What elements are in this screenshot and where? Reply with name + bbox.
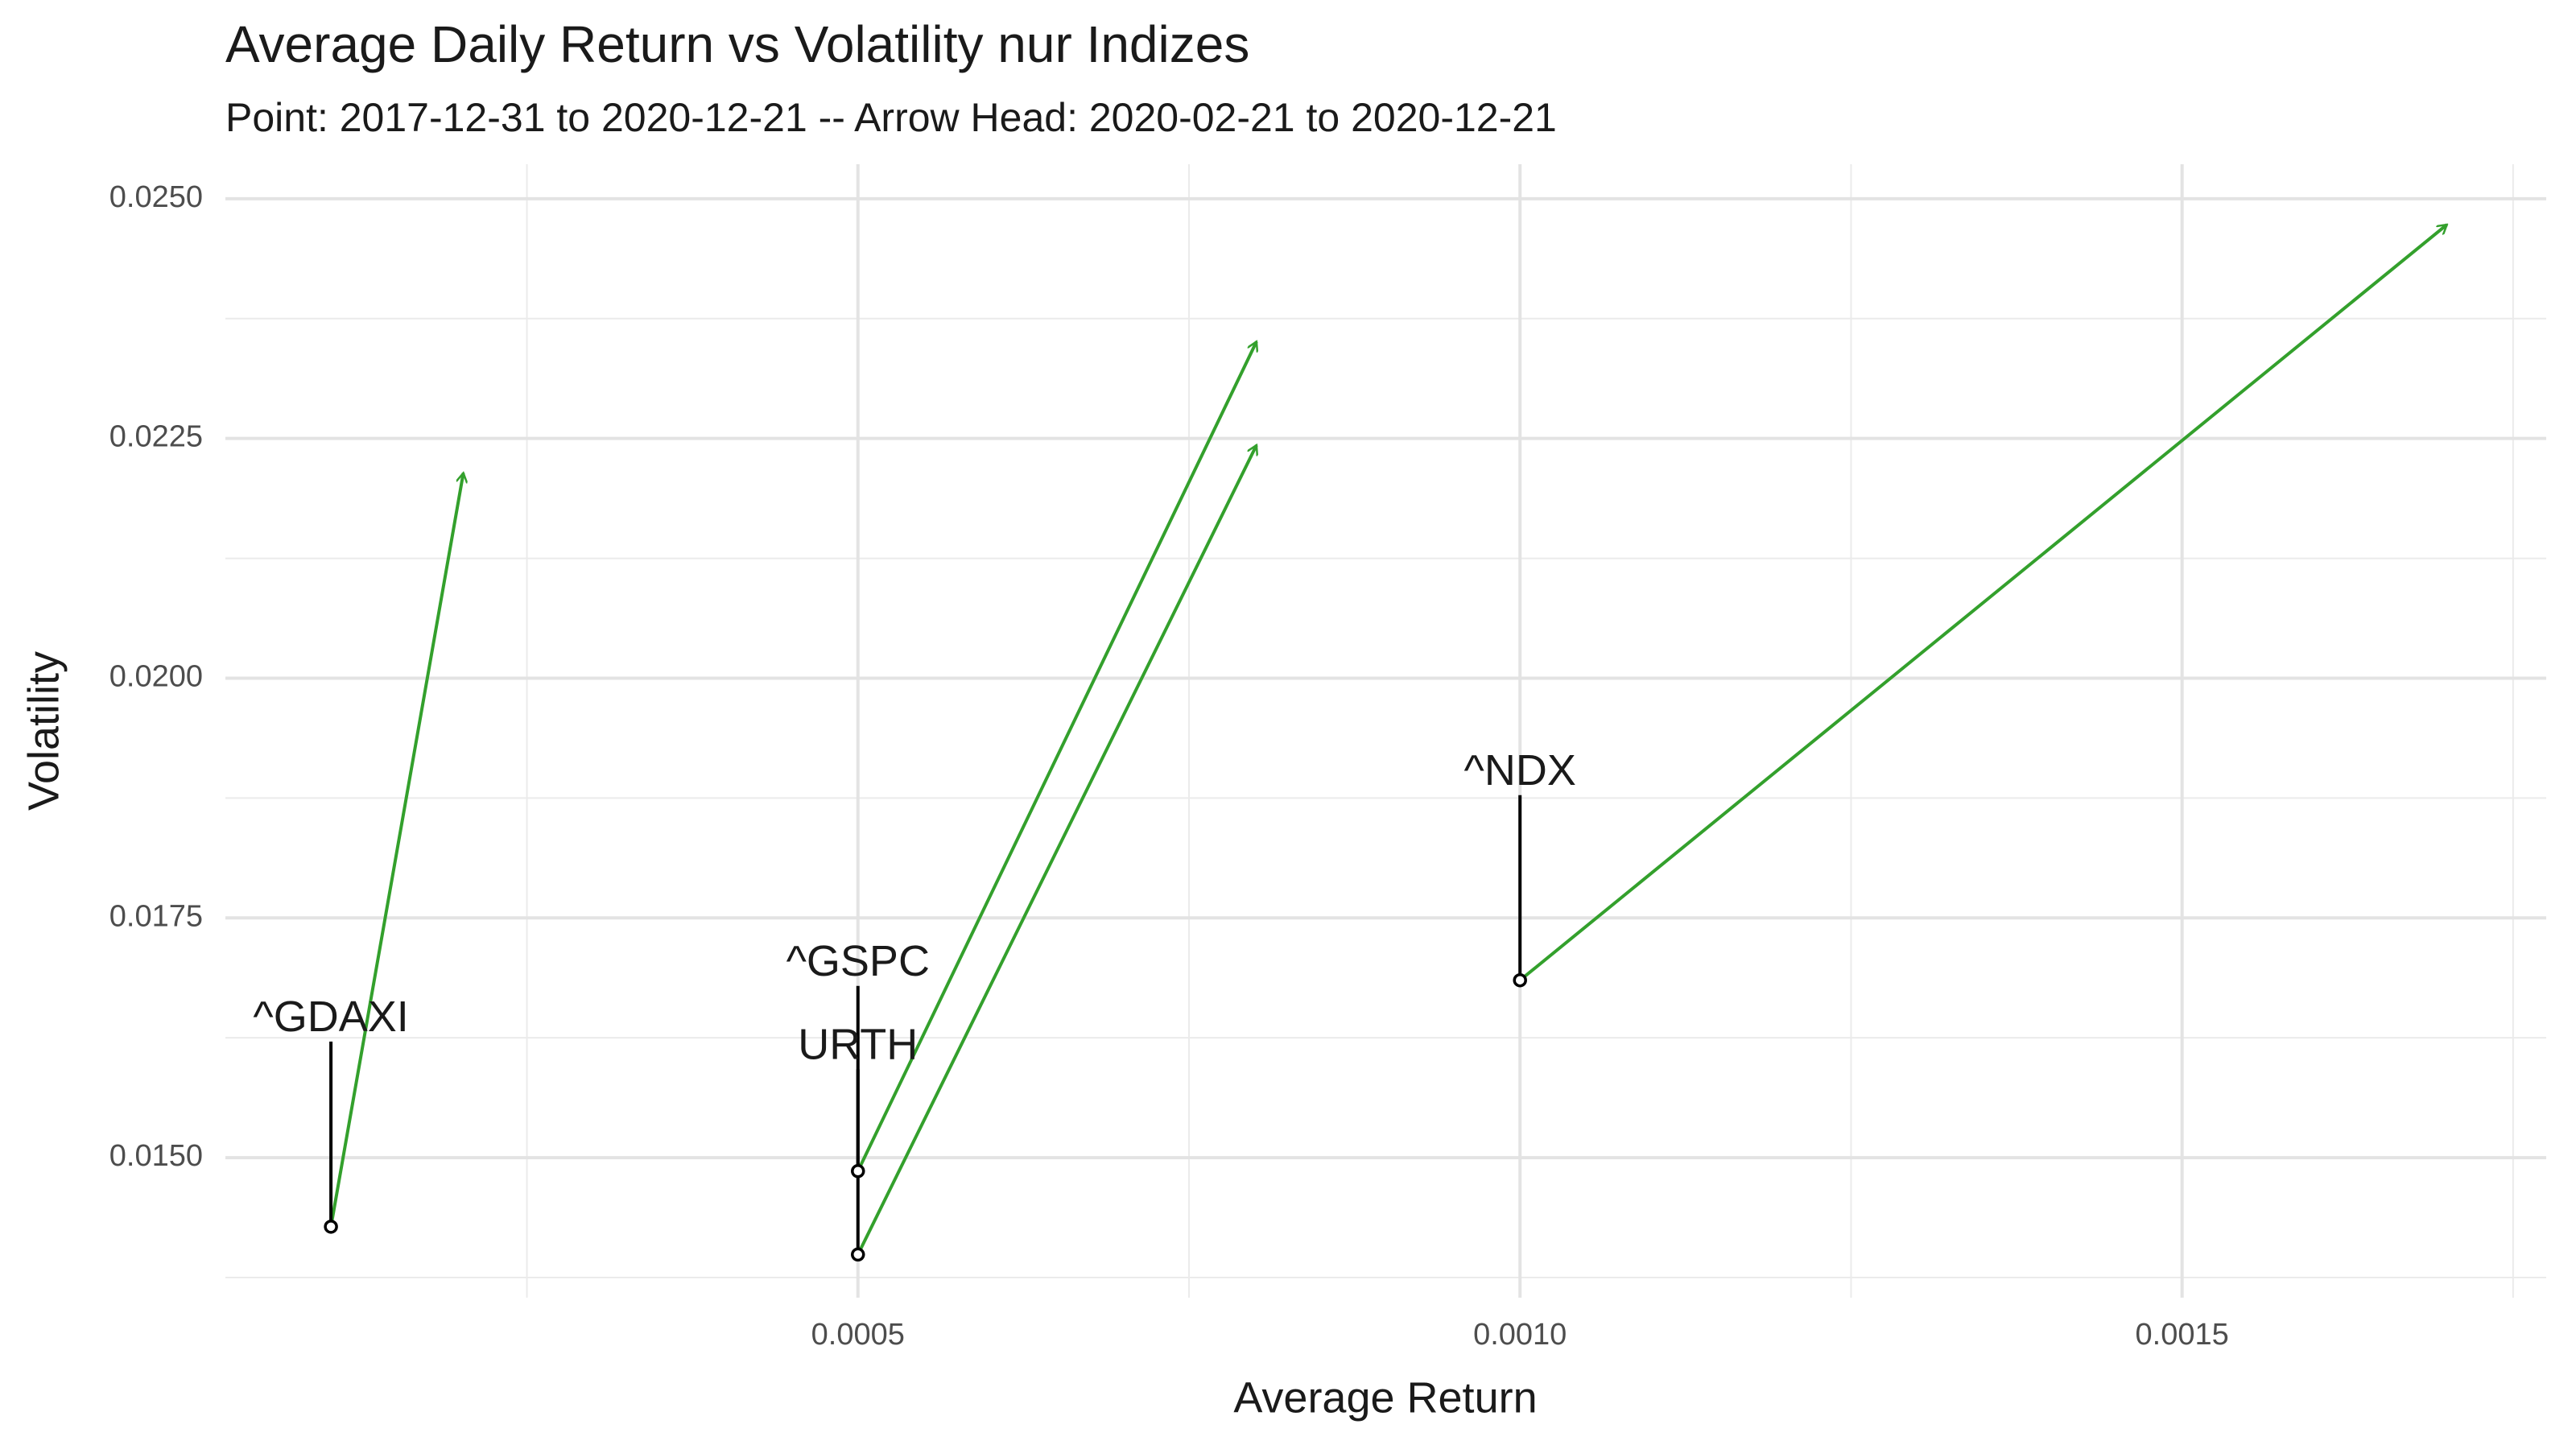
arrow [1518,225,2446,982]
point-label: URTH [798,1021,918,1069]
point [851,1247,865,1262]
point [851,1164,865,1179]
x-tick-label: 0.0015 [2136,1318,2229,1352]
arrow [329,473,463,1228]
y-tick-label: 0.0150 [109,1139,203,1173]
y-tick-label: 0.0175 [109,899,203,933]
point [1513,972,1527,988]
arrow [856,445,1257,1256]
arrow [856,341,1257,1172]
point-label: ^GDAXI [253,993,408,1041]
x-axis-title: Average Return [1233,1373,1537,1422]
x-tick-label: 0.0005 [811,1318,905,1352]
grid [225,164,2546,1298]
point-label: ^NDX [1464,746,1576,795]
y-tick-label: 0.0200 [109,660,203,694]
point-label: ^GSPC [786,937,930,985]
y-tick-label: 0.0225 [109,420,203,454]
chart-title: Average Daily Return vs Volatility nur I… [225,15,1249,73]
y-tick-label: 0.0250 [109,180,203,214]
point [324,1220,338,1234]
y-axis-title: Volatility [19,651,68,811]
chart-subtitle: Point: 2017-12-31 to 2020-12-21 -- Arrow… [225,95,1557,140]
x-tick-label: 0.0010 [1473,1318,1567,1352]
